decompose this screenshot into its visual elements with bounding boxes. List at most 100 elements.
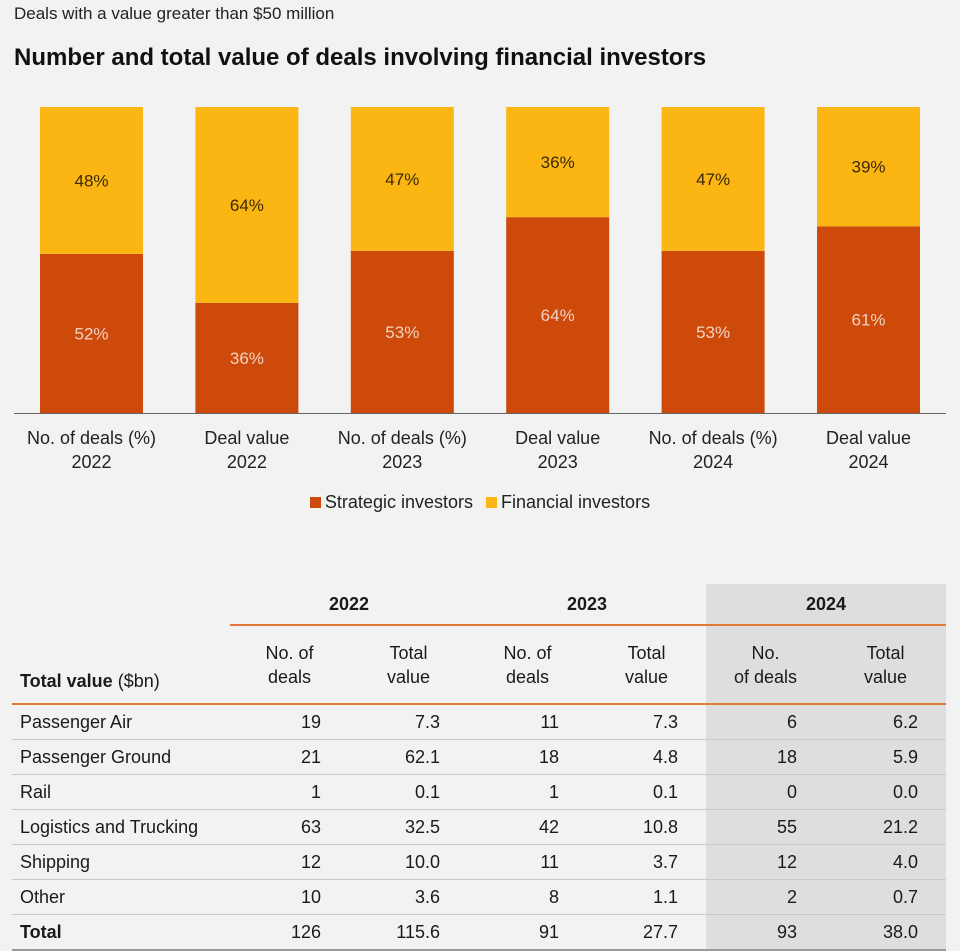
table-cell: 19 xyxy=(230,704,349,740)
legend-item-financial: Financial investors xyxy=(486,492,650,513)
deals-table: 2022 2023 2024 Total value ($bn) No. of d… xyxy=(12,584,946,951)
category-label: 2023 xyxy=(382,452,422,472)
corner-label-unit: ($bn) xyxy=(112,671,160,691)
table-row: Shipping 12 10.0 11 3.7 12 4.0 xyxy=(12,844,946,880)
table-cell: 18 xyxy=(706,739,825,775)
table-cell: 32.5 xyxy=(349,809,468,845)
column-header-row: Total value ($bn) No. of deals Total value N… xyxy=(12,625,946,705)
category-label: 2022 xyxy=(227,452,267,472)
table-cell: 12 xyxy=(230,844,349,880)
row-label: Total xyxy=(12,914,230,951)
category-label: 2024 xyxy=(848,452,888,472)
legend-label-financial: Financial investors xyxy=(501,492,651,512)
column-header-line: No. of xyxy=(265,642,314,663)
bar-segment-strategic xyxy=(506,217,610,413)
bar-segment-strategic xyxy=(661,250,765,413)
legend-item-strategic: Strategic investors xyxy=(309,492,473,513)
table-cell: 6.2 xyxy=(825,704,946,740)
category-label: 2023 xyxy=(538,452,578,472)
table-cell: 0.1 xyxy=(587,774,706,810)
table-cell: 10.0 xyxy=(349,844,468,880)
table-cell: 8 xyxy=(468,879,587,915)
data-label: 36% xyxy=(230,349,264,368)
legend-swatch-strategic xyxy=(309,497,321,508)
category-label: No. of deals (%) xyxy=(27,428,156,448)
table-cell: 62.1 xyxy=(349,739,468,775)
year-header-empty xyxy=(12,584,230,625)
bar-segment-financial xyxy=(40,107,143,254)
data-label: 52% xyxy=(74,324,108,343)
bar-segment-financial xyxy=(195,107,299,303)
column-header: Total value xyxy=(825,625,946,705)
table-cell: 10.8 xyxy=(587,809,706,845)
column-header: Total value xyxy=(349,625,468,705)
table-cell: 55 xyxy=(706,809,825,845)
bar-segment-financial xyxy=(506,107,610,218)
row-label: Passenger Ground xyxy=(12,739,230,775)
table-cell: 18 xyxy=(468,739,587,775)
table-cell: 0.1 xyxy=(349,774,468,810)
column-header-line: No. xyxy=(751,642,780,663)
chart-title: Number and total value of deals involvin… xyxy=(14,44,707,71)
legend-swatch-financial xyxy=(486,497,497,508)
table-cell: 0.7 xyxy=(825,879,946,915)
legend-label-strategic: Strategic investors xyxy=(324,492,473,512)
category-label: Deal value xyxy=(204,428,289,448)
table-cell: 7.3 xyxy=(349,704,468,740)
row-label: Rail xyxy=(12,774,230,810)
data-label: 61% xyxy=(851,311,885,330)
table-cell: 4.8 xyxy=(587,739,706,775)
bar-segment-financial xyxy=(817,107,920,227)
data-label: 47% xyxy=(385,170,419,189)
column-header-line: Total xyxy=(866,642,905,663)
table-cell: 126 xyxy=(230,914,349,951)
data-label: 39% xyxy=(851,158,885,177)
category-label: 2024 xyxy=(693,452,733,472)
column-header-line: No. of xyxy=(503,642,552,663)
category-label: Deal value xyxy=(826,428,911,448)
column-header-line: value xyxy=(863,666,908,687)
bar-segment-strategic xyxy=(350,250,454,413)
table-cell: 12 xyxy=(706,844,825,880)
data-label: 47% xyxy=(696,170,730,189)
table-cell: 0 xyxy=(706,774,825,810)
table-cell: 93 xyxy=(706,914,825,951)
table-cell: 11 xyxy=(468,704,587,740)
year-header-2022: 2022 xyxy=(230,584,468,626)
column-header: No. of deals xyxy=(706,625,825,705)
bar-segment-strategic xyxy=(195,302,299,413)
table-cell: 11 xyxy=(468,844,587,880)
row-label: Logistics and Trucking xyxy=(12,809,230,845)
table-row: Passenger Air 19 7.3 11 7.3 6 6.2 xyxy=(12,704,946,740)
column-header: Total value xyxy=(587,625,706,705)
table-cell: 5.9 xyxy=(825,739,946,775)
table-cell: 1 xyxy=(468,774,587,810)
table-cell: 21.2 xyxy=(825,809,946,845)
corner-label-bold: Total value xyxy=(20,671,113,691)
table-cell: 38.0 xyxy=(825,914,946,951)
table-body: Passenger Air 19 7.3 11 7.3 6 6.2 Passenger Gro… xyxy=(12,704,946,951)
row-label: Shipping xyxy=(12,844,230,880)
table-cell: 63 xyxy=(230,809,349,845)
data-label: 53% xyxy=(385,323,419,342)
data-label: 64% xyxy=(541,306,575,325)
table-cell: 115.6 xyxy=(349,914,468,951)
column-header-line: Total xyxy=(389,642,428,663)
corner-label: Total value ($bn) xyxy=(12,625,230,705)
column-header-line: value xyxy=(624,666,669,687)
table-cell: 3.7 xyxy=(587,844,706,880)
column-header-line: value xyxy=(386,666,431,687)
row-label: Other xyxy=(12,879,230,915)
table-cell: 1 xyxy=(230,774,349,810)
table-row: Total 126 115.6 91 27.7 93 38.0 xyxy=(12,914,946,951)
row-label: Passenger Air xyxy=(12,704,230,740)
column-header-line: of deals xyxy=(733,666,798,687)
table-cell: 7.3 xyxy=(587,704,706,740)
table-cell: 0.0 xyxy=(825,774,946,810)
stacked-bar-chart: 52% 48% No. of deals (%) 2022 36% 64% Deal val… xyxy=(14,107,946,472)
table-row: Other 10 3.6 8 1.1 2 0.7 xyxy=(12,879,946,915)
data-label: 53% xyxy=(696,323,730,342)
table-cell: 6 xyxy=(706,704,825,740)
table-cell: 3.6 xyxy=(349,879,468,915)
table-cell: 2 xyxy=(706,879,825,915)
